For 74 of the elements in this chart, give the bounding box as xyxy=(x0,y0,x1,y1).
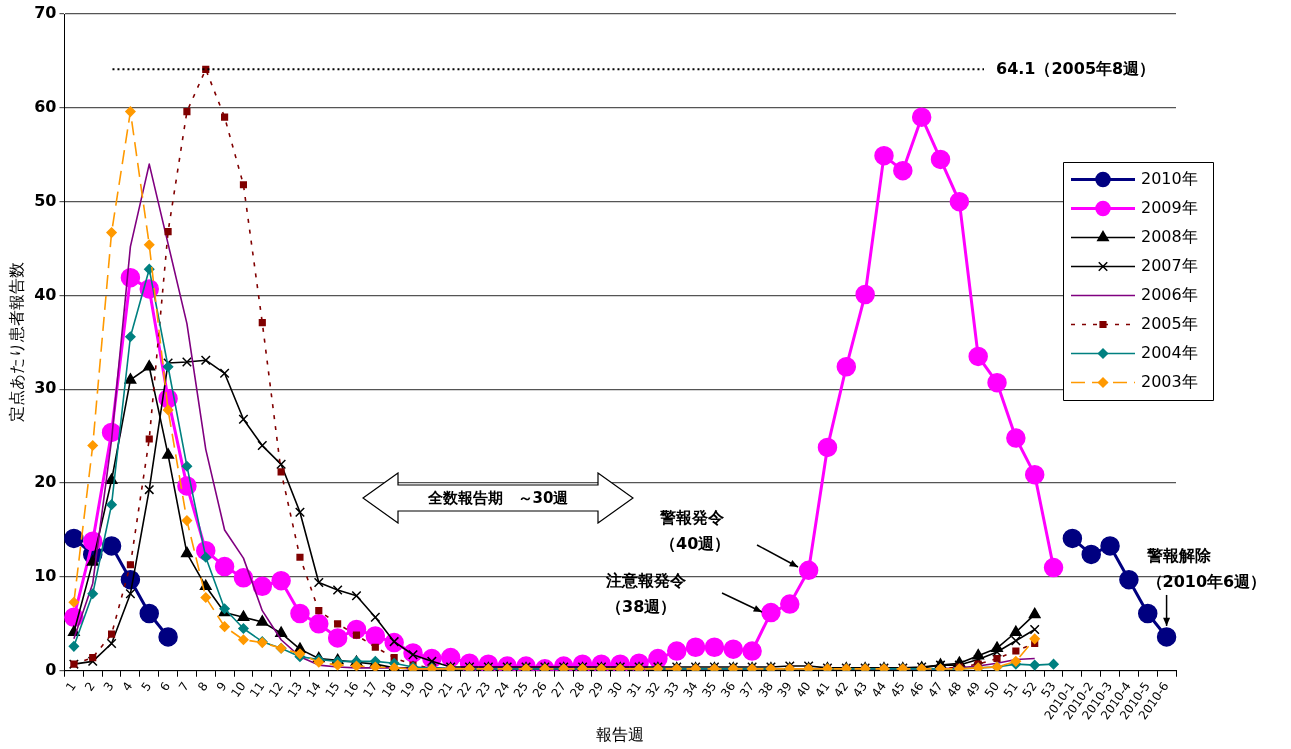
legend-label: 2003年 xyxy=(1141,371,1198,391)
x-tick-label: 50 xyxy=(981,679,1003,700)
x-tick-label: 44 xyxy=(868,679,889,700)
legend-label: 2010年 xyxy=(1141,168,1198,188)
y-tick-label: 30 xyxy=(34,378,57,398)
y-tick-label: 10 xyxy=(34,566,57,586)
annotation: 警報発令（40週） xyxy=(659,508,731,553)
legend-label: 2006年 xyxy=(1141,284,1198,304)
x-tick-label: 42 xyxy=(831,679,852,700)
legend-label: 2005年 xyxy=(1141,313,1198,333)
x-tick-label: 20 xyxy=(416,679,437,700)
x-tick-label: 5 xyxy=(138,679,155,694)
ref-line-label: 64.1（2005年8週） xyxy=(996,58,1156,78)
x-tick-label: 10 xyxy=(228,679,249,700)
x-tick-label: 19 xyxy=(397,679,419,700)
x-tick-label: 28 xyxy=(567,679,588,700)
annotation: 注意報発令（38週） xyxy=(605,571,687,616)
x-tick-label: 7 xyxy=(176,679,192,694)
x-tick-label: 48 xyxy=(944,679,965,700)
x-tick-label: 9 xyxy=(213,679,230,694)
x-tick-label: 15 xyxy=(322,679,343,700)
x-tick-label: 6 xyxy=(157,679,174,694)
x-tick-label: 4 xyxy=(119,679,136,694)
x-tick-label: 29 xyxy=(586,679,607,700)
x-tick-label: 30 xyxy=(605,679,626,700)
x-tick-label: 37 xyxy=(736,679,758,700)
legend-label: 2009年 xyxy=(1141,197,1198,217)
x-tick-label: 17 xyxy=(360,679,381,700)
x-tick-label: 31 xyxy=(623,679,645,700)
x-tick-label: 18 xyxy=(378,679,400,700)
x-tick-label: 33 xyxy=(661,679,682,700)
x-tick-label: 14 xyxy=(303,679,324,700)
y-tick-label: 50 xyxy=(34,190,57,210)
x-tick-label: 46 xyxy=(906,679,927,700)
x-tick-label: 36 xyxy=(718,679,739,700)
x-tick-label: 25 xyxy=(510,679,532,700)
x-tick-label: 8 xyxy=(194,679,211,694)
x-tick-label: 24 xyxy=(492,679,513,700)
x-tick-label: 1 xyxy=(63,679,79,694)
x-tick-label: 49 xyxy=(962,679,984,700)
annotation: 警報解除（2010年6週） xyxy=(1145,545,1267,591)
x-axis-title: 報告週 xyxy=(596,724,645,744)
y-tick-label: 40 xyxy=(34,284,57,304)
x-tick-label: 11 xyxy=(247,679,268,700)
y-tick-label: 60 xyxy=(34,96,57,116)
x-tick-label: 21 xyxy=(435,679,456,700)
x-tick-label: 52 xyxy=(1019,679,1040,700)
x-tick-label: 12 xyxy=(265,679,287,700)
x-tick-label: 38 xyxy=(755,679,776,700)
x-tick-label: 32 xyxy=(642,679,663,700)
x-tick-label: 47 xyxy=(925,679,946,700)
x-tick-label: 3 xyxy=(100,679,117,694)
x-tick-label: 26 xyxy=(529,679,550,700)
x-tick-label: 27 xyxy=(548,679,569,700)
x-tick-label: 2 xyxy=(81,679,98,694)
legend-label: 2004年 xyxy=(1141,342,1198,362)
x-tick-label: 13 xyxy=(284,679,305,700)
x-tick-label: 16 xyxy=(341,679,362,700)
x-tick-label: 35 xyxy=(699,679,720,700)
y-tick-label: 20 xyxy=(34,472,57,492)
y-tick-label: 0 xyxy=(45,659,57,679)
x-tick-label: 39 xyxy=(774,679,795,700)
legend-label: 2007年 xyxy=(1141,255,1198,275)
x-tick-label: 51 xyxy=(1000,679,1021,700)
x-tick-label: 41 xyxy=(812,679,833,700)
y-tick-label: 70 xyxy=(34,3,57,23)
legend-label: 2008年 xyxy=(1141,226,1198,246)
x-tick-label: 45 xyxy=(887,679,908,700)
y-axis-title: 定点あたり患者報告数 xyxy=(6,262,26,423)
x-tick-label: 34 xyxy=(680,679,701,700)
x-tick-label: 43 xyxy=(849,679,871,700)
x-tick-label: 40 xyxy=(793,679,814,700)
x-tick-label: 22 xyxy=(454,679,475,700)
x-tick-label: 23 xyxy=(473,679,494,700)
